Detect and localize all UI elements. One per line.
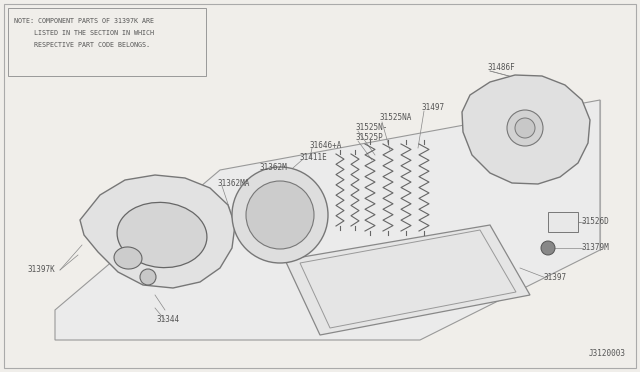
Text: 31362MA: 31362MA — [218, 179, 250, 187]
Polygon shape — [80, 175, 235, 288]
Text: 31497: 31497 — [422, 103, 445, 112]
Text: 31397: 31397 — [544, 273, 567, 282]
Text: 31525P: 31525P — [356, 134, 384, 142]
Text: 31362M: 31362M — [260, 163, 288, 171]
Text: 31486F: 31486F — [488, 64, 516, 73]
Text: 31344: 31344 — [156, 315, 180, 324]
Text: J3120003: J3120003 — [589, 349, 626, 358]
Circle shape — [140, 269, 156, 285]
Text: RESPECTIVE PART CODE BELONGS.: RESPECTIVE PART CODE BELONGS. — [14, 42, 150, 48]
FancyBboxPatch shape — [548, 212, 578, 232]
Text: 31525N-: 31525N- — [356, 124, 388, 132]
Text: 31525NA: 31525NA — [380, 113, 412, 122]
Text: 31397K: 31397K — [28, 266, 55, 275]
Text: 31646+A: 31646+A — [310, 141, 342, 150]
Polygon shape — [55, 100, 600, 340]
Ellipse shape — [117, 202, 207, 267]
Ellipse shape — [114, 247, 142, 269]
Text: LISTED IN THE SECTION IN WHICH: LISTED IN THE SECTION IN WHICH — [14, 30, 154, 36]
Circle shape — [515, 118, 535, 138]
Text: 31379M: 31379M — [582, 244, 610, 253]
Circle shape — [232, 167, 328, 263]
Circle shape — [541, 241, 555, 255]
Text: 31411E: 31411E — [300, 153, 328, 161]
Circle shape — [507, 110, 543, 146]
Polygon shape — [462, 75, 590, 184]
Circle shape — [246, 181, 314, 249]
Text: NOTE: COMPONENT PARTS OF 31397K ARE: NOTE: COMPONENT PARTS OF 31397K ARE — [14, 18, 154, 24]
Polygon shape — [285, 225, 530, 335]
Text: 31526D: 31526D — [582, 218, 610, 227]
